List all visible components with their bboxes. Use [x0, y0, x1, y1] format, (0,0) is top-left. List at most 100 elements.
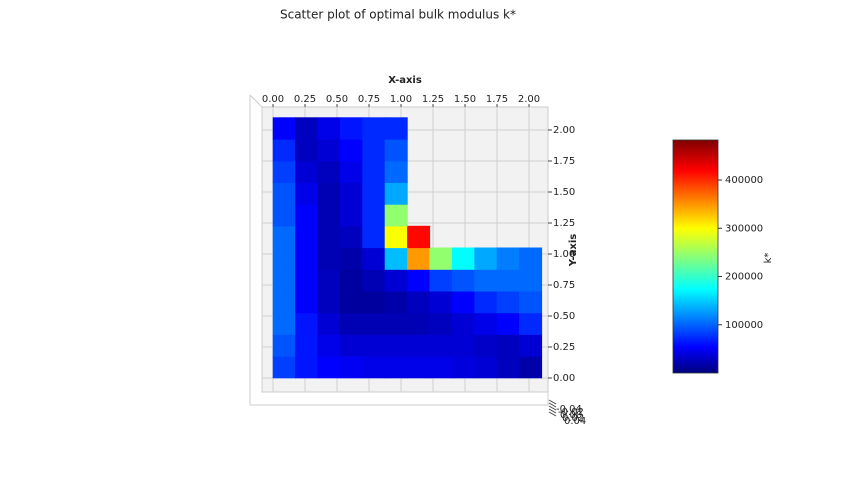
scatter-point: [362, 139, 386, 162]
scatter-point: [295, 356, 319, 379]
scatter-point: [339, 290, 363, 314]
scatter-point: [474, 269, 498, 292]
scatter-point: [474, 290, 498, 314]
scatter-point: [295, 204, 319, 227]
y-tick-label: 1.50: [553, 187, 575, 198]
scatter-point: [295, 117, 319, 140]
tick-mark: [548, 399, 557, 405]
scatter-point: [429, 290, 453, 314]
scatter-point: [295, 247, 319, 270]
scatter-point: [295, 334, 319, 357]
scatter-point: [339, 356, 363, 379]
scatter-point: [272, 247, 296, 270]
scatter-point: [272, 160, 296, 183]
scatter-point: [407, 312, 431, 335]
scatter-point: [496, 290, 520, 314]
scatter-point: [407, 247, 431, 270]
scatter-point: [272, 290, 296, 314]
scatter-point: [496, 334, 520, 357]
scatter-point: [272, 204, 296, 227]
colorbar-tick-label: 400000: [725, 175, 763, 186]
z-tick-label: 0.00: [560, 410, 582, 421]
x-tick-label: 0.50: [326, 94, 348, 105]
scatter-point: [451, 334, 475, 357]
scatter-point: [384, 356, 408, 379]
scatter-point: [295, 139, 319, 162]
tick-mark: [548, 408, 557, 414]
scatter-point: [272, 117, 296, 140]
scatter-point: [339, 312, 363, 335]
y-tick-label: 0.25: [553, 342, 575, 353]
scatter-point: [451, 269, 475, 292]
scatter-point: [272, 139, 296, 162]
y-tick-label: 0.75: [553, 280, 575, 291]
scatter-point: [295, 312, 319, 335]
scatter-point: [362, 356, 386, 379]
scatter-point: [272, 312, 296, 335]
x-tick-label: 1.25: [422, 94, 444, 105]
scatter-point: [407, 290, 431, 314]
scatter-point: [384, 117, 408, 140]
scatter-point: [317, 356, 341, 379]
scatter-point: [474, 312, 498, 335]
scatter-point: [496, 356, 520, 379]
scatter-point: [474, 247, 498, 270]
scatter-point: [362, 290, 386, 314]
scatter-point: [384, 247, 408, 270]
x-tick-label: 0.25: [294, 94, 316, 105]
x-tick-label: 1.00: [390, 94, 412, 105]
chart-title: Scatter plot of optimal bulk modulus k*: [280, 8, 516, 22]
scatter-point: [407, 334, 431, 357]
scatter-point: [519, 247, 543, 270]
tick-mark: [548, 402, 557, 408]
y-tick-label: 0.00: [553, 373, 575, 384]
scatter-point: [384, 182, 408, 205]
colorbar-tick-label: 200000: [725, 272, 763, 283]
scatter-point: [339, 204, 363, 227]
scatter-point: [317, 312, 341, 335]
scatter-point: [317, 160, 341, 183]
scatter-point: [362, 117, 386, 140]
scatter-point: [407, 225, 431, 249]
scatter-point: [362, 204, 386, 227]
scatter-point: [295, 182, 319, 205]
x-tick-label: 2.00: [518, 94, 540, 105]
scatter-point: [339, 139, 363, 162]
scatter-point: [295, 269, 319, 292]
scatter-point: [362, 334, 386, 357]
scatter-point: [317, 334, 341, 357]
scatter-point: [451, 247, 475, 270]
scatter-point: [317, 247, 341, 270]
scatter-point: [496, 269, 520, 292]
scatter-point: [451, 312, 475, 335]
scatter-point: [295, 160, 319, 183]
scatter-point: [384, 160, 408, 183]
y-tick-label: 1.75: [553, 156, 575, 167]
x-tick-label: 0.75: [358, 94, 380, 105]
scatter-point: [272, 225, 296, 249]
scatter-point: [272, 356, 296, 379]
scatter-point: [407, 269, 431, 292]
scatter-point: [272, 334, 296, 357]
scatter-point: [429, 334, 453, 357]
scatter-point: [362, 247, 386, 270]
scatter-point: [317, 290, 341, 314]
scatter-point: [362, 225, 386, 249]
colorbar-tick-label: 100000: [725, 320, 763, 331]
scatter-point: [317, 204, 341, 227]
y-tick-label: 0.50: [553, 311, 575, 322]
scatter-point: [429, 269, 453, 292]
scatter-point: [384, 204, 408, 227]
z-tick-label: 0.02: [562, 413, 584, 424]
scatter-point: [451, 290, 475, 314]
scatter-point: [496, 312, 520, 335]
scatter-point: [519, 290, 543, 314]
scatter-point: [474, 334, 498, 357]
scatter-point: [384, 290, 408, 314]
tick-mark: [548, 405, 557, 411]
scatter-point: [429, 312, 453, 335]
scatter-point: [519, 312, 543, 335]
scatter-point: [339, 117, 363, 140]
scatter-point: [339, 160, 363, 183]
